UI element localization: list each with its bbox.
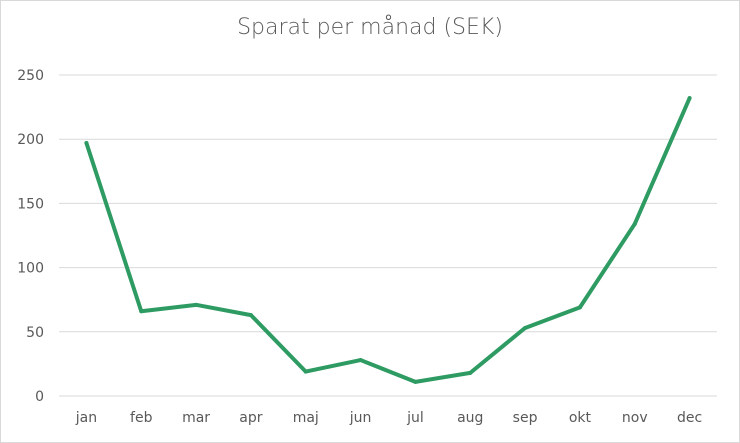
x-tick-label: okt xyxy=(569,410,592,426)
data-point xyxy=(523,325,528,330)
data-point xyxy=(577,305,582,310)
x-tick-label: sep xyxy=(513,410,538,426)
data-point xyxy=(468,370,473,375)
x-tick-label: nov xyxy=(622,410,648,426)
data-point xyxy=(687,96,692,101)
data-point xyxy=(413,379,418,384)
x-tick-label: feb xyxy=(130,410,153,426)
series-line xyxy=(84,96,692,384)
x-tick-label: jun xyxy=(349,410,372,426)
data-point xyxy=(632,221,637,226)
y-tick-label: 50 xyxy=(26,325,44,341)
data-point xyxy=(248,313,253,318)
x-tick-label: jul xyxy=(406,410,424,426)
y-tick-label: 150 xyxy=(17,196,44,212)
x-tick-label: maj xyxy=(293,410,319,426)
y-tick-label: 200 xyxy=(17,132,44,148)
x-tick-label: apr xyxy=(239,410,262,426)
x-tick-label: mar xyxy=(182,410,210,426)
data-point xyxy=(84,141,89,146)
x-tick-label: dec xyxy=(677,410,702,426)
y-tick-label: 250 xyxy=(17,68,44,84)
x-tick-label: aug xyxy=(457,410,483,426)
y-tick-label: 0 xyxy=(35,389,44,405)
y-tick-label: 100 xyxy=(17,261,44,277)
data-point xyxy=(358,358,363,363)
x-tick-label: jan xyxy=(75,410,97,426)
data-point xyxy=(139,309,144,314)
data-point xyxy=(303,369,308,374)
data-point xyxy=(194,302,199,307)
chart-title: Sparat per månad (SEK) xyxy=(237,15,503,40)
